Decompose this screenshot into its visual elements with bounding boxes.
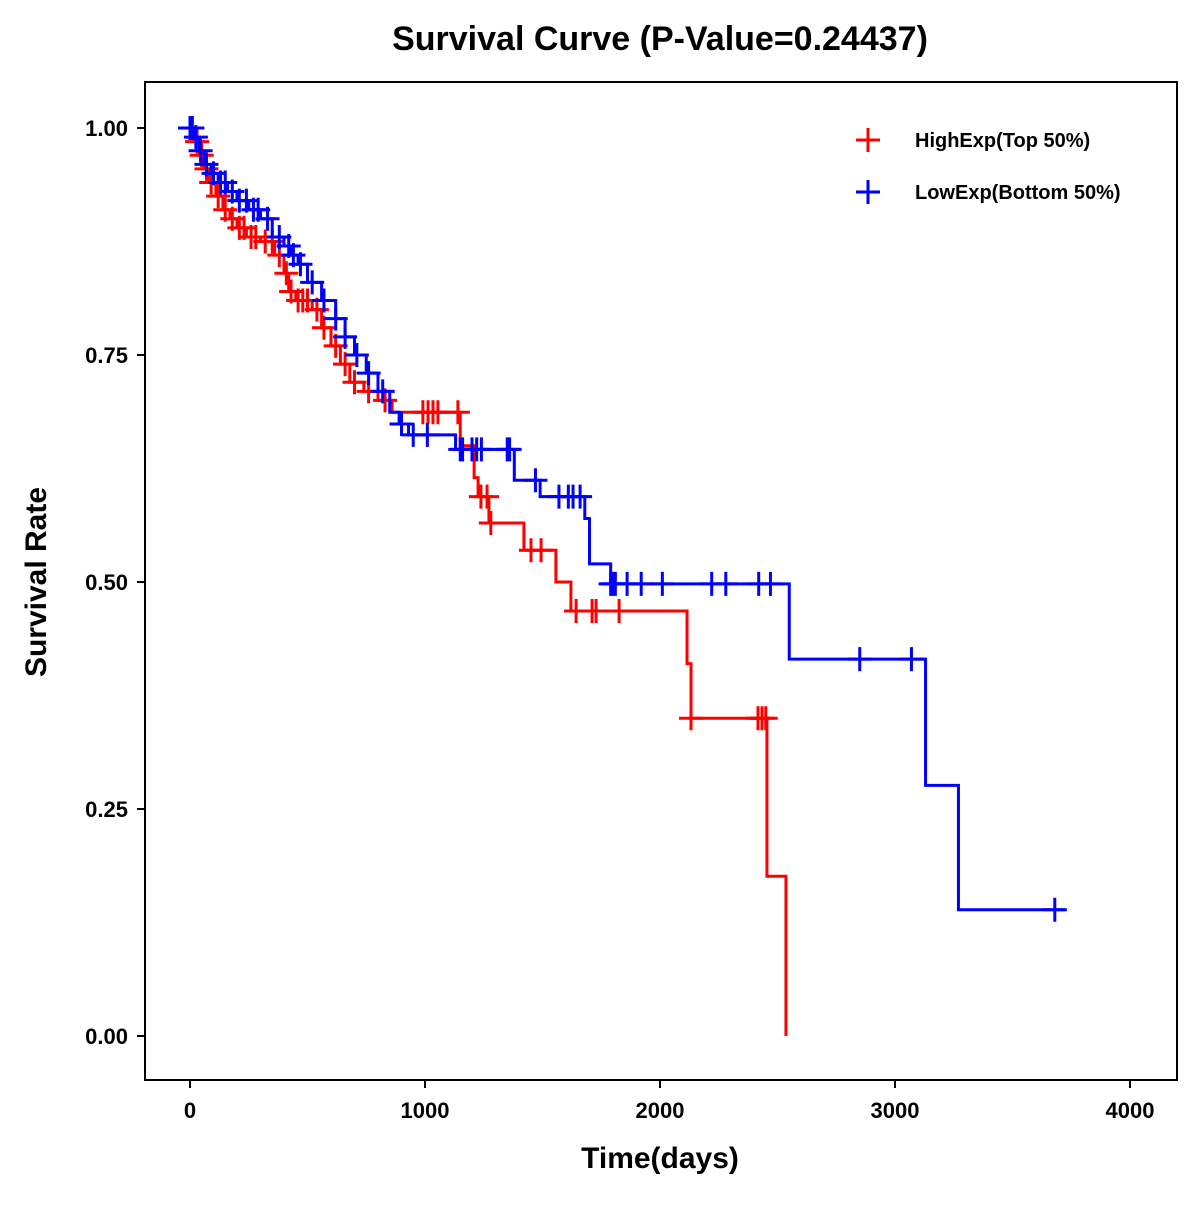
censor-mark — [607, 599, 632, 624]
x-axis: 0 1000 2000 3000 4000 — [184, 1080, 1155, 1123]
censor-mark — [679, 706, 704, 731]
censor-mark — [342, 370, 367, 395]
y-tick-label: 0.75 — [85, 343, 128, 368]
censor-mark — [311, 288, 336, 313]
survival-curve-line — [190, 126, 1065, 912]
censor-mark — [469, 437, 494, 462]
censor-mark — [255, 206, 280, 231]
censor-mark — [847, 647, 872, 672]
censor-mark — [389, 412, 414, 437]
x-tick-label: 4000 — [1106, 1098, 1155, 1123]
censor-mark — [758, 571, 783, 596]
y-axis-label: Survival Rate — [20, 487, 53, 677]
censor-mark — [584, 599, 609, 624]
censor-mark — [445, 400, 470, 425]
series-0 — [185, 126, 788, 1036]
y-tick-label: 0.00 — [85, 1024, 128, 1049]
censor-mark — [415, 422, 440, 447]
censor-mark — [497, 437, 522, 462]
censor-mark — [478, 510, 503, 535]
censor-mark — [629, 571, 654, 596]
censor-mark — [333, 324, 358, 349]
censor-mark — [713, 571, 738, 596]
x-tick-label: 0 — [184, 1098, 196, 1123]
chart-title: Survival Curve (P-Value=0.24437) — [392, 20, 928, 58]
legend: HighExp(Top 50%) LowExp(Bottom 50%) — [856, 128, 1121, 204]
series-layer — [178, 116, 1067, 1036]
censor-mark — [188, 138, 213, 163]
censor-mark — [370, 379, 395, 404]
censor-mark — [568, 484, 593, 509]
censor-mark — [523, 468, 548, 493]
x-tick-label: 3000 — [871, 1098, 920, 1123]
series-1 — [178, 116, 1067, 922]
y-axis: 0.00 0.25 0.50 0.75 1.00 — [85, 116, 145, 1049]
x-tick-label: 2000 — [636, 1098, 685, 1123]
censor-mark — [206, 184, 231, 209]
censor-mark — [288, 252, 313, 277]
censor-mark — [475, 484, 500, 509]
x-tick-label: 1000 — [401, 1098, 450, 1123]
x-axis-label: Time(days) — [581, 1142, 739, 1175]
y-tick-label: 0.50 — [85, 570, 128, 595]
censor-mark — [753, 706, 778, 731]
censor-mark — [300, 270, 325, 295]
y-tick-label: 0.25 — [85, 797, 128, 822]
legend-marker — [856, 128, 880, 152]
legend-label: LowExp(Bottom 50%) — [915, 182, 1121, 204]
censor-mark — [1042, 897, 1067, 922]
censor-mark — [650, 571, 675, 596]
censor-mark — [183, 125, 208, 150]
legend-marker — [856, 180, 880, 204]
y-tick-label: 1.00 — [85, 116, 128, 141]
censor-mark — [356, 361, 381, 386]
censor-mark — [899, 647, 924, 672]
censor-mark — [274, 261, 299, 286]
censor-mark — [344, 343, 369, 367]
legend-label: HighExp(Top 50%) — [915, 130, 1090, 152]
censor-mark — [323, 306, 348, 331]
censor-mark — [529, 538, 554, 563]
